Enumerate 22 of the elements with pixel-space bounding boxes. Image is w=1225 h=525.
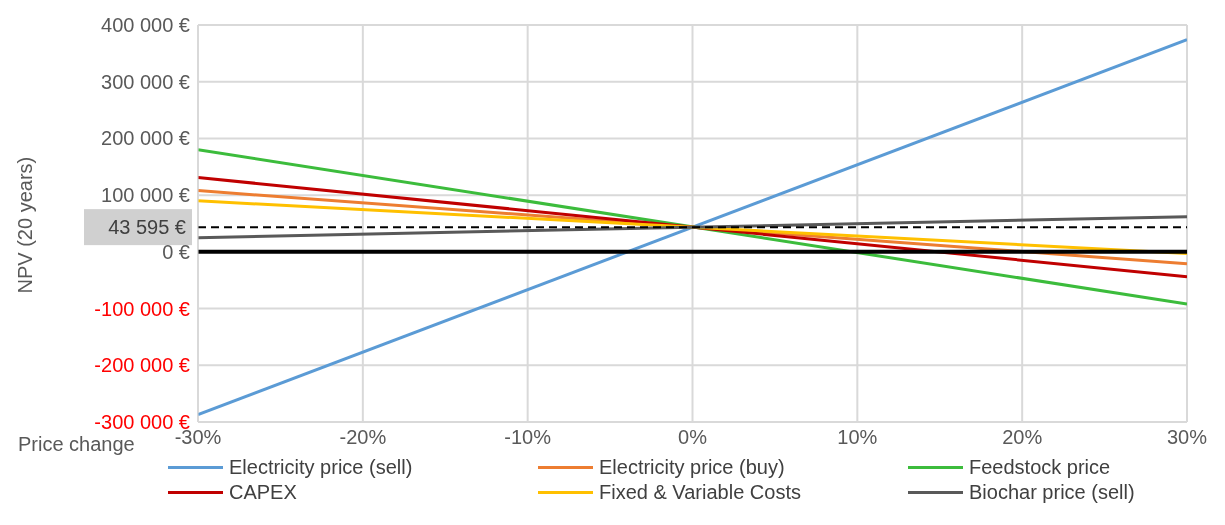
y-tick-label: 200 000 € <box>101 127 190 150</box>
legend-label: Electricity price (buy) <box>599 456 785 479</box>
y-tick-label: 400 000 € <box>101 14 190 36</box>
y-axis-title: NPV (20 years) <box>14 156 37 294</box>
legend-label: Fixed & Variable Costs <box>599 481 801 504</box>
y-tick-label: 300 000 € <box>101 70 190 93</box>
legend-label: CAPEX <box>229 481 297 504</box>
x-tick-label: 10% <box>837 426 878 449</box>
x-axis-title: Price change <box>18 433 135 455</box>
x-tick-label: 20% <box>1002 426 1043 449</box>
y-tick-label: 0 € <box>162 240 190 263</box>
x-tick-label: 0% <box>678 426 708 449</box>
legend-label: Feedstock price <box>969 456 1111 479</box>
legend-label: Biochar price (sell) <box>969 481 1135 504</box>
y-tick-label: -200 000 € <box>94 354 190 377</box>
x-tick-label: -10% <box>504 426 552 449</box>
x-tick-label: -20% <box>339 426 387 449</box>
x-tick-label: 30% <box>1166 426 1208 449</box>
legend-label: Electricity price (sell) <box>229 456 413 479</box>
y-tick-label: -100 000 € <box>94 297 190 320</box>
ref-line-label: 43 595 € <box>108 216 186 239</box>
y-tick-label: 100 000 € <box>101 184 190 207</box>
